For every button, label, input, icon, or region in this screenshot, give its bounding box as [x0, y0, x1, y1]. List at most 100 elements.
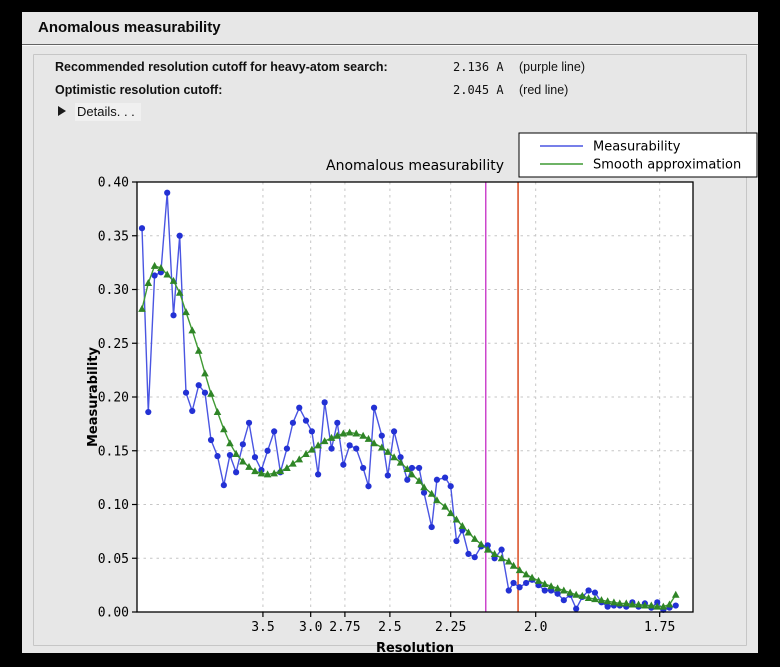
smooth-point [515, 566, 524, 574]
measurability-point [505, 587, 512, 594]
x-tick-label: 2.5 [378, 620, 401, 635]
measurability-point [573, 605, 580, 612]
smooth-point [226, 439, 234, 447]
measurability-point [315, 471, 322, 478]
measurability-point [390, 428, 398, 435]
measurability-point [365, 483, 372, 490]
smooth-point [333, 431, 342, 439]
measurability-point [182, 389, 190, 396]
measurability-point [220, 482, 227, 489]
smooth-point [364, 434, 373, 442]
measurability-point [264, 447, 271, 454]
y-tick-label: 0.30 [98, 283, 129, 298]
smooth-point [603, 597, 612, 605]
smooth-point [270, 469, 278, 477]
x-tick-label: 3.0 [299, 620, 322, 635]
smooth-point [509, 561, 518, 569]
smooth-point [194, 346, 203, 354]
smooth-point [446, 509, 455, 517]
optimistic-cutoff-note: (red line) [519, 83, 569, 97]
smooth-point [352, 429, 361, 437]
measurability-point [138, 225, 146, 232]
measurability-point [378, 432, 385, 439]
smooth-point [433, 496, 441, 504]
page-title: Anomalous measurability [38, 19, 221, 36]
measurability-point [441, 474, 449, 481]
measurability-point [189, 407, 196, 415]
measurability-point [384, 472, 391, 479]
smooth-point [477, 540, 485, 548]
smooth-point [295, 455, 304, 463]
measurability-point [245, 419, 253, 426]
recommended-cutoff-row: Recommended resolution cutoff for heavy-… [55, 60, 745, 76]
y-tick-label: 0.10 [98, 498, 129, 513]
smooth-point [665, 600, 674, 608]
measurability-point [498, 546, 505, 553]
measurability-point [308, 428, 315, 435]
smooth-point [490, 549, 499, 557]
disclosure-triangle-icon [58, 106, 66, 116]
smooth-point [339, 429, 348, 437]
measurability-point [585, 587, 592, 594]
measurability-point [428, 523, 435, 531]
measurability-point [214, 453, 221, 460]
details-toggle-label: Details. . . [75, 103, 141, 121]
smooth-point [232, 449, 240, 457]
smooth-point [359, 431, 367, 439]
details-toggle[interactable]: Details. . . [58, 103, 141, 122]
smooth-point [257, 469, 266, 477]
smooth-point [441, 502, 449, 510]
smooth-point [207, 389, 215, 397]
measurability-point [404, 476, 411, 483]
smooth-point [263, 470, 272, 478]
smooth-point [628, 600, 637, 608]
measurability-point [523, 579, 530, 587]
measurability-point [510, 579, 517, 587]
title-divider [22, 44, 758, 46]
measurability-point [176, 232, 183, 239]
smooth-point [464, 528, 473, 536]
smooth-point [641, 601, 649, 609]
measurability-point [296, 404, 303, 411]
measurability-point [560, 597, 567, 604]
optimistic-cutoff-row: Optimistic resolution cutoff: 2.045 A (r… [55, 83, 745, 99]
measurability-point [360, 464, 367, 472]
smooth-point [377, 443, 386, 451]
recommended-cutoff-label: Recommended resolution cutoff for heavy-… [55, 60, 388, 74]
smooth-point [213, 408, 222, 416]
measurability-point [541, 587, 548, 594]
smooth-point [522, 570, 530, 578]
smooth-point [239, 457, 247, 465]
x-tick-label: 2.75 [329, 620, 360, 635]
measurability-point [554, 590, 561, 597]
smooth-point [276, 467, 285, 475]
measurability-point [397, 454, 404, 461]
recommended-cutoff-note: (purple line) [519, 60, 586, 74]
optimistic-cutoff-value: 2.045 A [453, 83, 504, 97]
smooth-point [201, 369, 209, 377]
smooth-point [138, 304, 146, 312]
x-tick-label: 2.0 [524, 620, 547, 635]
smooth-point [483, 545, 492, 553]
smooth-point [622, 599, 631, 607]
smooth-point [384, 447, 392, 455]
y-tick-label: 0.05 [98, 552, 129, 567]
smooth-point [572, 590, 580, 598]
measurability-point [447, 483, 454, 490]
smooth-point [528, 573, 536, 581]
smooth-point [150, 261, 159, 269]
smooth-point [188, 326, 197, 334]
smooth-point [169, 276, 178, 284]
smooth-point [610, 598, 618, 606]
measurability-point [271, 428, 278, 435]
smooth-point [396, 458, 405, 466]
smooth-point [504, 557, 513, 565]
smooth-point [653, 602, 662, 610]
smooth-point [390, 453, 398, 461]
smooth-point [283, 463, 291, 471]
measurability-point [591, 589, 599, 596]
smooth-point [647, 601, 656, 609]
measurability-point [465, 550, 472, 558]
smooth-point [327, 433, 336, 441]
measurability-point [471, 554, 478, 561]
